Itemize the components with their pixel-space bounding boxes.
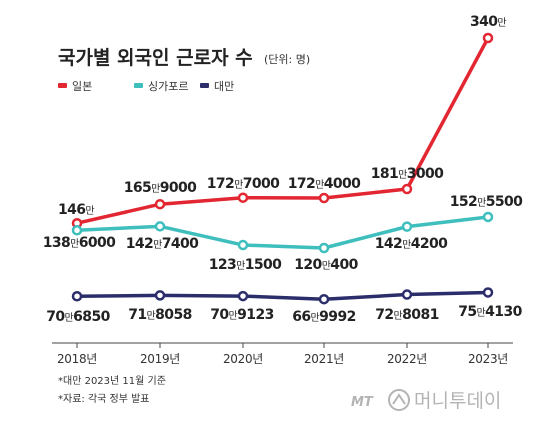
legend-label-singapore: 싱가포르	[148, 80, 188, 93]
data-label-singapore: 120만400	[294, 257, 358, 273]
data-label-japan: 181만3000	[371, 166, 444, 182]
data-point-taiwan	[482, 287, 494, 298]
x-axis: 2018년 2019년 2020년 2021년 2022년 2023년	[52, 342, 513, 366]
unit-note: (단위: 명)	[264, 53, 310, 66]
data-label-singapore: 123만1500	[209, 257, 282, 273]
data-label-singapore: 142만7400	[126, 236, 199, 252]
footnote-taiwan: *대만 2023년 11월 기준	[58, 375, 166, 387]
data-point-taiwan	[71, 291, 83, 302]
data-point-singapore	[71, 225, 83, 236]
legend-label-japan: 일본	[72, 79, 92, 93]
data-labels: 146만 165만9000 172만7000 172만4000 181만3000 340만…	[43, 14, 524, 325]
data-point-singapore	[401, 221, 413, 232]
brand-circle-icon	[388, 389, 410, 411]
data-point-singapore	[482, 211, 494, 223]
data-label-japan: 146만	[58, 202, 94, 218]
data-point-singapore	[154, 221, 166, 232]
data-point-taiwan	[401, 289, 413, 300]
legend-swatch-singapore	[134, 83, 143, 88]
brand-mt: MT	[351, 395, 374, 410]
data-label-singapore: 142만4200	[375, 236, 448, 252]
data-label-taiwan: 70만9123	[210, 307, 273, 323]
data-point-singapore	[318, 242, 330, 254]
data-point-japan	[154, 198, 166, 210]
legend-swatch-taiwan	[200, 83, 209, 88]
series-line-japan	[75, 36, 490, 225]
data-point-japan	[401, 183, 413, 195]
data-label-taiwan: 70만6850	[46, 309, 110, 325]
data-label-japan: 165만9000	[124, 180, 197, 196]
chart-title: 국가별 외국인 근로자 수	[58, 47, 253, 69]
data-point-taiwan	[154, 290, 166, 301]
x-tick-label: 2018년	[57, 352, 97, 366]
data-point-singapore	[237, 239, 249, 251]
series-line-taiwan	[75, 290, 490, 301]
data-point-taiwan	[237, 290, 249, 302]
x-tick-label: 2020년	[223, 352, 263, 366]
data-label-taiwan: 75만4130	[458, 304, 522, 320]
data-point-taiwan	[318, 293, 330, 305]
data-label-singapore: 138만6000	[43, 235, 116, 251]
data-label-japan: 340만	[470, 14, 506, 30]
x-tick-label: 2023년	[468, 352, 508, 366]
data-label-taiwan: 66만9992	[292, 309, 355, 325]
legend: 일본 싱가포르 대만	[58, 79, 234, 93]
data-point-japan	[318, 192, 330, 204]
x-tick-label: 2019년	[140, 352, 180, 366]
data-label-singapore: 152만5500	[450, 194, 523, 210]
brand-name: 머니투데이	[414, 390, 501, 412]
x-tick-label: 2022년	[387, 352, 427, 366]
data-label-japan: 172만7000	[207, 176, 280, 192]
series-line-singapore	[75, 215, 490, 250]
legend-label-taiwan: 대만	[214, 80, 234, 93]
footnote-source: *자료: 각국 정부 발표	[58, 393, 150, 405]
series-layer	[71, 32, 494, 305]
legend-swatch-japan	[58, 83, 67, 88]
data-point-japan	[237, 192, 249, 203]
data-label-japan: 172만4000	[288, 176, 361, 192]
data-label-taiwan: 72만8081	[375, 307, 438, 323]
data-point-japan	[482, 32, 494, 44]
x-tick-label: 2021년	[304, 352, 344, 366]
data-label-taiwan: 71만8058	[128, 307, 191, 323]
brand-logo: MT 머니투데이	[351, 389, 501, 412]
